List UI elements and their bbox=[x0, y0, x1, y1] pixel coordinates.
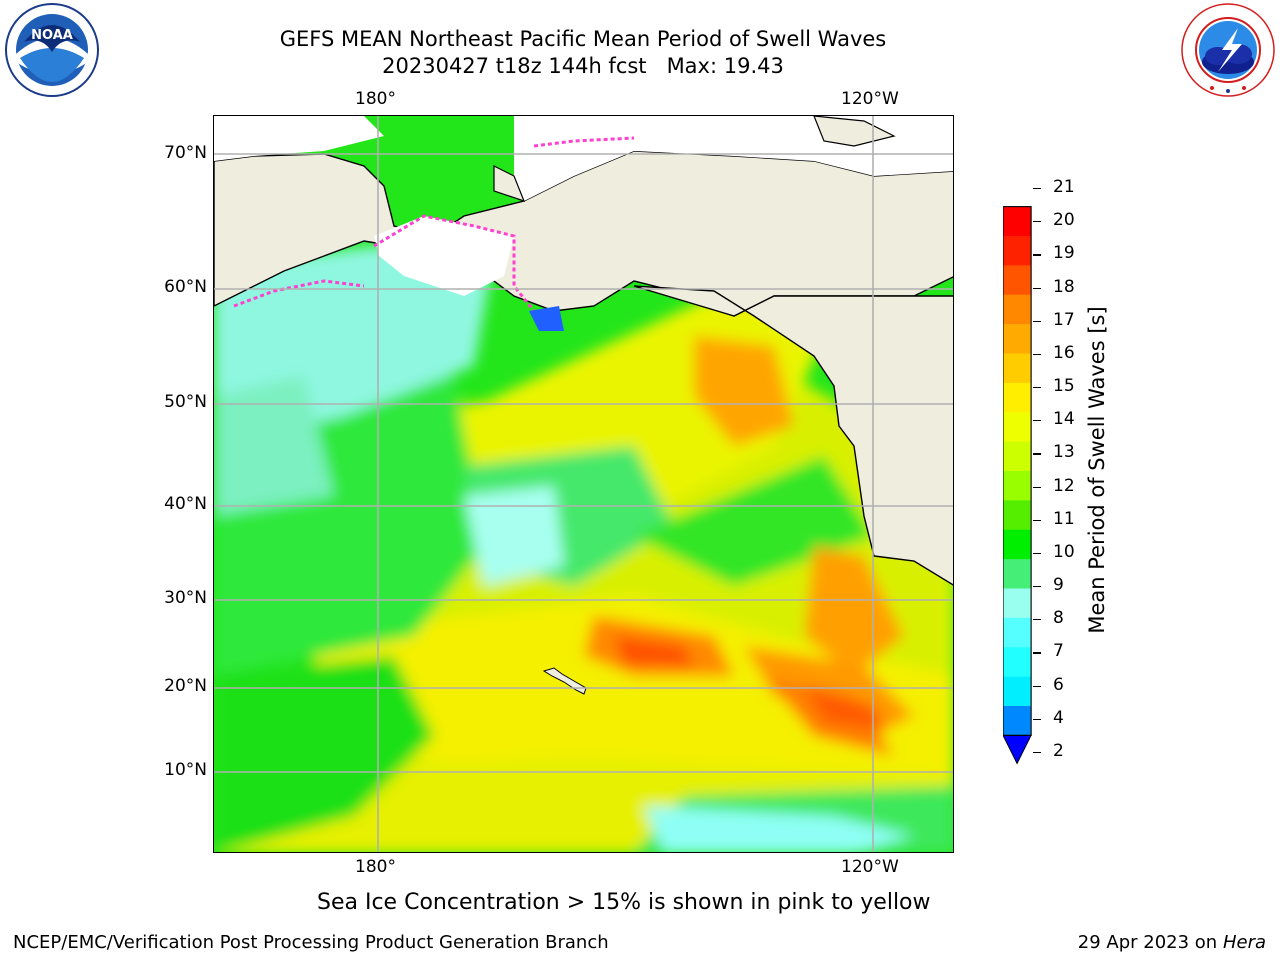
footer-machine: Hera bbox=[1222, 932, 1266, 953]
swell-period-map bbox=[214, 116, 953, 852]
colorbar-tick-mark bbox=[1033, 221, 1041, 223]
colorbar-tick-label: 12 bbox=[1053, 475, 1075, 496]
colorbar-tick-mark bbox=[1033, 387, 1041, 389]
colorbar-tick-label: 15 bbox=[1053, 376, 1075, 397]
footer-date: 29 Apr 2023 on Hera bbox=[1078, 932, 1266, 953]
colorbar-band bbox=[1003, 647, 1032, 678]
national-weather-service-logo-icon bbox=[1181, 3, 1275, 97]
colorbar-tick-label: 17 bbox=[1053, 309, 1075, 330]
sea-ice-footnote: Sea Ice Concentration > 15% is shown in … bbox=[317, 890, 931, 915]
colorbar-band bbox=[1003, 588, 1032, 619]
colorbar bbox=[1003, 206, 1032, 765]
title-line-1: GEFS MEAN Northeast Pacific Mean Period … bbox=[279, 27, 887, 51]
colorbar-tick-label: 18 bbox=[1053, 276, 1075, 297]
colorbar-band bbox=[1003, 353, 1032, 384]
lon-label-top-120w: 120°W bbox=[841, 89, 899, 109]
colorbar-tick-label: 9 bbox=[1053, 575, 1064, 596]
colorbar-tick-mark bbox=[1033, 586, 1041, 588]
colorbar-tick-label: 2 bbox=[1053, 741, 1064, 761]
colorbar-tick-label: 14 bbox=[1053, 409, 1075, 430]
colorbar-band bbox=[1003, 206, 1032, 237]
swell-field bbox=[214, 246, 953, 852]
colorbar-title: Mean Period of Swell Waves [s] bbox=[1085, 306, 1109, 634]
colorbar-tick-mark bbox=[1033, 453, 1041, 455]
lon-label-bottom-180: 180° bbox=[355, 857, 396, 877]
colorbar-tick-mark bbox=[1033, 519, 1041, 521]
noaa-logo-text: NOAA bbox=[31, 28, 73, 43]
colorbar-tick-label: 10 bbox=[1053, 541, 1075, 562]
colorbar-band bbox=[1003, 706, 1032, 736]
lat-label-20n: 20°N bbox=[164, 676, 207, 696]
colorbar-tick-mark bbox=[1033, 752, 1041, 754]
colorbar-band bbox=[1003, 676, 1032, 707]
gridlines bbox=[214, 116, 953, 852]
colorbar-band bbox=[1003, 236, 1032, 266]
colorbar-tick-mark bbox=[1033, 486, 1041, 488]
colorbar-tick-mark bbox=[1033, 420, 1041, 422]
lat-label-10n: 10°N bbox=[164, 760, 207, 780]
colorbar-tick-mark bbox=[1033, 320, 1041, 322]
lat-label-60n: 60°N bbox=[164, 277, 207, 297]
lat-label-50n: 50°N bbox=[164, 392, 207, 412]
colorbar-tick-label: 16 bbox=[1053, 342, 1075, 363]
colorbar-tick-label: 11 bbox=[1053, 508, 1075, 529]
colorbar-band bbox=[1003, 529, 1032, 560]
footer-organization: NCEP/EMC/Verification Post Processing Pr… bbox=[13, 932, 609, 953]
colorbar-under-triangle bbox=[1003, 734, 1032, 765]
title-line-2: 20230427 t18z 144h fcst Max: 19.43 bbox=[382, 54, 784, 78]
lon-label-top-180: 180° bbox=[355, 89, 396, 109]
colorbar-tick-mark bbox=[1033, 552, 1041, 555]
footer-date-text: 29 Apr 2023 on bbox=[1077, 932, 1223, 953]
colorbar-band bbox=[1003, 500, 1032, 531]
colorbar-band bbox=[1003, 441, 1032, 472]
colorbar-band bbox=[1003, 617, 1032, 648]
colorbar-tick-label: 21 bbox=[1053, 177, 1075, 197]
colorbar-band bbox=[1003, 294, 1032, 325]
lon-label-bottom-120w: 120°W bbox=[841, 857, 899, 877]
colorbar-band bbox=[1003, 559, 1032, 589]
colorbar-tick-label: 8 bbox=[1053, 608, 1064, 629]
colorbar-tick-mark bbox=[1033, 254, 1041, 256]
colorbar-band bbox=[1003, 382, 1032, 413]
colorbar-tick-mark bbox=[1033, 188, 1041, 190]
colorbar-tick-label: 6 bbox=[1053, 674, 1064, 695]
colorbar-tick-mark bbox=[1033, 652, 1041, 654]
colorbar-tick-label: 13 bbox=[1053, 442, 1075, 463]
low-period-patch bbox=[529, 306, 564, 331]
colorbar-tick-mark bbox=[1033, 619, 1041, 621]
colorbar-tick-label: 20 bbox=[1053, 210, 1075, 231]
lat-label-70n: 70°N bbox=[164, 143, 207, 163]
colorbar-tick-mark bbox=[1033, 718, 1041, 720]
colorbar-tick-label: 19 bbox=[1053, 243, 1075, 264]
colorbar-tick-mark bbox=[1033, 353, 1041, 356]
colorbar-band bbox=[1003, 471, 1032, 501]
lat-label-30n: 30°N bbox=[164, 588, 207, 608]
noaa-logo-icon: NOAA bbox=[5, 3, 99, 97]
colorbar-tick-mark bbox=[1033, 287, 1041, 289]
colorbar-tick-mark bbox=[1033, 685, 1041, 687]
map-panel bbox=[213, 115, 954, 853]
colorbar-tick-label: 7 bbox=[1053, 641, 1064, 662]
colorbar-band bbox=[1003, 324, 1032, 354]
colorbar-band bbox=[1003, 412, 1032, 443]
chart-title: GEFS MEAN Northeast Pacific Mean Period … bbox=[220, 26, 946, 80]
lat-label-40n: 40°N bbox=[164, 494, 207, 514]
colorbar-tick-label: 4 bbox=[1053, 707, 1064, 728]
colorbar-band bbox=[1003, 265, 1032, 296]
